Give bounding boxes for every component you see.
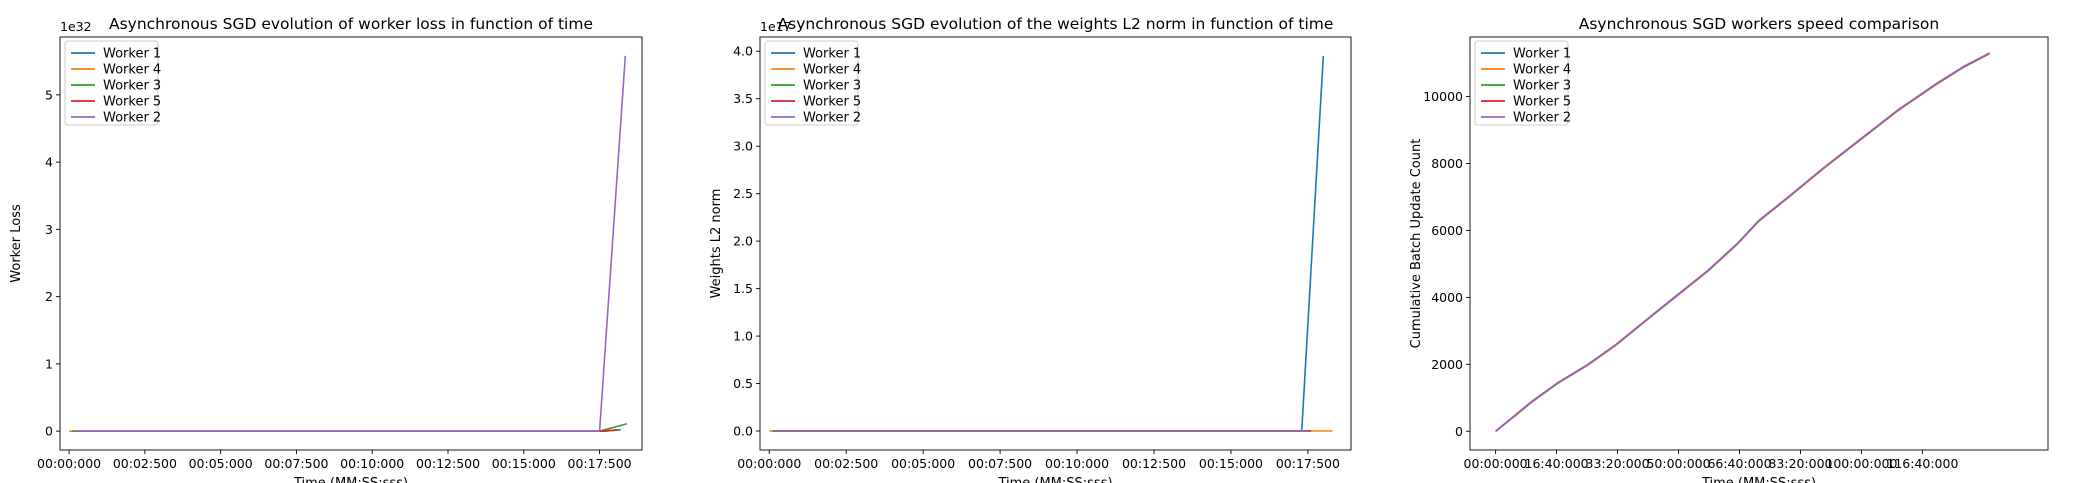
legend-frame (64, 40, 159, 126)
legend-label-3: Worker 3 (103, 79, 161, 94)
x-tick-label: 00:05:000 (189, 456, 253, 471)
y-tick-label: 3.0 (733, 139, 753, 154)
series-group (1495, 52, 1990, 432)
y-tick-label: 1.5 (733, 281, 753, 296)
legend-label-4: Worker 5 (1513, 95, 1571, 110)
y-tick-label: 5 (45, 87, 53, 102)
x-tick-label: 00:17:500 (568, 456, 632, 471)
y-tick-label: 0.5 (733, 376, 753, 391)
x-tick-label: 00:10:000 (340, 456, 404, 471)
series-group (769, 55, 1333, 432)
axes-frame (1469, 36, 2049, 451)
x-tick-label: 100:00:000 (1825, 456, 1897, 471)
x-tick-label: 66:40:000 (1707, 456, 1771, 471)
legend-label-4: Worker 5 (803, 95, 861, 110)
x-tick-label: 00:00:000 (737, 456, 801, 471)
legend-label-1: Worker 1 (103, 47, 161, 62)
chart-panel-2: Asynchronous SGD evolution of the weight… (709, 15, 1352, 483)
y-tick-label: 4000 (1431, 290, 1463, 305)
y-axis-label: Weights L2 norm (709, 189, 724, 299)
chart-title: Asynchronous SGD evolution of worker los… (109, 15, 593, 33)
series-group (69, 55, 628, 432)
x-tick-label: 16:40:000 (1525, 456, 1589, 471)
axes-frame (59, 36, 643, 451)
series-line-5 (1495, 52, 1990, 432)
x-tick-label: 00:00:000 (37, 456, 101, 471)
x-tick-label: 00:15:000 (492, 456, 556, 471)
x-tick-label: 00:07:500 (264, 456, 328, 471)
legend-label-5: Worker 2 (1513, 111, 1571, 126)
y-tick-label: 2.0 (733, 234, 753, 249)
y-offset-label: 1e17 (760, 19, 792, 34)
legend-label-2: Worker 4 (103, 63, 161, 78)
x-tick-label: 33:20:000 (1586, 456, 1650, 471)
y-tick-label: 0 (1455, 424, 1463, 439)
x-tick-label: 00:05:000 (891, 456, 955, 471)
y-tick-label: 3 (45, 222, 53, 237)
x-tick-label: 00:02:500 (814, 456, 878, 471)
x-tick-label: 00:15:000 (1199, 456, 1263, 471)
legend-label-3: Worker 3 (803, 79, 861, 94)
y-tick-label: 0.0 (733, 424, 753, 439)
x-axis-label: Time (MM:SS:sss) (1701, 476, 1816, 483)
y-tick-label: 1.0 (733, 329, 753, 344)
legend-label-3: Worker 3 (1513, 79, 1571, 94)
y-offset-label: 1e32 (60, 19, 92, 34)
y-tick-label: 4.0 (733, 44, 753, 59)
x-tick-label: 00:00:000 (1464, 456, 1528, 471)
series-line-5 (75, 55, 627, 432)
legend-label-5: Worker 2 (803, 111, 861, 126)
x-tick-label: 116:40:000 (1886, 456, 1958, 471)
legend-label-1: Worker 1 (1513, 47, 1571, 62)
legend-label-2: Worker 4 (803, 63, 861, 78)
legend-frame (764, 40, 859, 126)
x-tick-label: 00:12:500 (1122, 456, 1186, 471)
y-tick-label: 2000 (1431, 357, 1463, 372)
y-tick-label: 6000 (1431, 223, 1463, 238)
x-tick-label: 00:07:500 (968, 456, 1032, 471)
x-tick-label: 00:17:500 (1276, 456, 1340, 471)
x-tick-label: 50:00:000 (1646, 456, 1710, 471)
y-tick-label: 2.5 (733, 186, 753, 201)
chart-title: Asynchronous SGD workers speed compariso… (1579, 15, 1940, 33)
y-axis-label: Worker Loss (9, 204, 24, 283)
y-tick-label: 3.5 (733, 91, 753, 106)
y-tick-label: 0 (45, 424, 53, 439)
legend-label-5: Worker 2 (103, 111, 161, 126)
legend-label-1: Worker 1 (803, 47, 861, 62)
legend-label-2: Worker 4 (1513, 63, 1571, 78)
chart-panel-1: Asynchronous SGD evolution of worker los… (9, 15, 643, 483)
x-tick-label: 00:02:500 (113, 456, 177, 471)
x-axis-label: Time (MM:SS:sss) (293, 476, 408, 483)
y-tick-label: 4 (45, 155, 53, 170)
x-axis-label: Time (MM:SS:sss) (997, 476, 1112, 483)
y-tick-label: 10000 (1423, 89, 1463, 104)
x-tick-label: 00:10:000 (1045, 456, 1109, 471)
y-axis-label: Cumulative Batch Update Count (1409, 139, 1424, 349)
chart-panel-3: Asynchronous SGD workers speed compariso… (1409, 15, 2049, 483)
axes-frame (759, 36, 1352, 451)
chart-title: Asynchronous SGD evolution of the weight… (778, 15, 1334, 33)
y-tick-label: 2 (45, 289, 53, 304)
legend-label-4: Worker 5 (103, 95, 161, 110)
series-line-3 (72, 422, 628, 432)
legend-frame (1474, 40, 1569, 126)
x-tick-label: 00:12:500 (416, 456, 480, 471)
y-tick-label: 1 (45, 356, 53, 371)
x-tick-label: 83:20:000 (1768, 456, 1832, 471)
y-tick-label: 8000 (1431, 156, 1463, 171)
